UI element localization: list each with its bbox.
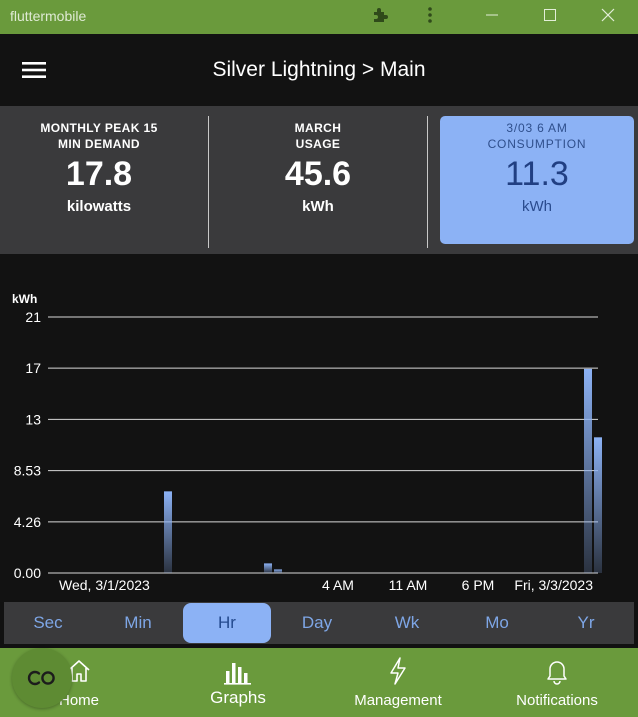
minimize-icon[interactable] (472, 0, 512, 30)
range-tab-min[interactable]: Min (124, 613, 152, 632)
maximize-icon[interactable] (530, 0, 570, 30)
bar-chart-icon (223, 656, 253, 686)
stats-panel: MONTHLY PEAK 15 MIN DEMAND 17.8 kilowatt… (0, 106, 638, 254)
bell-icon (544, 656, 570, 686)
stat-cons-unit: kWh (522, 198, 552, 215)
stat-cons-label-line1: 3/03 6 AM (506, 121, 568, 135)
range-tab-sec[interactable]: Sec (33, 613, 63, 632)
range-tab-hr[interactable]: Hr (183, 603, 271, 643)
stat-peak-label-line1: MONTHLY PEAK 15 (40, 121, 158, 135)
stat-peak-unit: kilowatts (66, 198, 132, 215)
lightning-icon (387, 656, 409, 686)
stat-usage-unit: kWh (302, 198, 334, 215)
nav-home-label: Home (58, 692, 99, 709)
hamburger-icon[interactable] (18, 56, 50, 84)
kebab-icon[interactable] (410, 0, 450, 30)
y-tick-label: 13 (25, 411, 41, 427)
stat-usage-label-line1: MARCH (294, 121, 342, 135)
usage-chart-svg[interactable]: kWh 0.00 4.26 8.53 13 17 21 Wed, 3/1/2023 4 AM 11… (0, 254, 638, 602)
y-tick-label: 17 (25, 360, 41, 376)
nav-notifications-label: Notifications (516, 692, 598, 709)
stat-cons-label: 3/03 6 AM CONSUMPTION (440, 120, 634, 152)
y-tick-label: 4.26 (14, 514, 41, 530)
stat-cons-label-line2: CONSUMPTION (487, 137, 587, 151)
time-range-selector: Sec Min Hr Day Wk Mo Yr (4, 602, 634, 644)
stat-peak-value: 17.8 (65, 155, 133, 193)
chart-bar (264, 563, 272, 573)
stat-peak-label: MONTHLY PEAK 15 MIN DEMAND (6, 120, 192, 152)
x-tick-label: 11 AM (389, 577, 428, 593)
chart-bar (594, 437, 602, 573)
y-tick-label: 8.53 (14, 463, 41, 479)
close-icon[interactable] (588, 0, 628, 30)
co-logo-icon[interactable] (12, 648, 72, 708)
stat-peak-label-line2: MIN DEMAND (58, 137, 140, 151)
nav-graphs[interactable]: Graphs (198, 648, 278, 717)
home-icon (66, 656, 92, 686)
stat-usage-label: MARCH USAGE (224, 120, 412, 152)
stat-usage-value: 45.6 (284, 155, 352, 193)
window-title: fluttermobile (10, 8, 87, 24)
window-title-bar: fluttermobile (0, 0, 638, 34)
page-title: Silver Lightning > Main (212, 58, 426, 81)
stat-cons-value: 11.3 (505, 155, 569, 193)
nav-notifications[interactable]: Notifications (506, 648, 608, 717)
app-bar: Silver Lightning > Main (0, 34, 638, 106)
nav-graphs-label: Graphs (210, 688, 266, 707)
usage-chart[interactable]: kWh 0.00 4.26 8.53 13 17 21 Wed, 3/1/2023 4 AM 11… (0, 254, 638, 602)
x-tick-label: 6 PM (462, 577, 495, 593)
stat-usage-label-line2: USAGE (295, 137, 341, 151)
range-tab-wk[interactable]: Wk (394, 613, 420, 632)
range-tab-yr[interactable]: Yr (577, 613, 595, 632)
x-tick-label: 4 AM (322, 577, 354, 593)
chart-bar (584, 368, 592, 573)
stat-monthly-peak: MONTHLY PEAK 15 MIN DEMAND 17.8 kilowatt… (6, 116, 192, 244)
puzzle-icon[interactable] (360, 0, 400, 30)
y-axis-label: kWh (12, 292, 37, 306)
stat-divider (208, 116, 209, 248)
x-tick-label: Fri, 3/3/2023 (514, 577, 593, 593)
nav-management[interactable]: Management (346, 648, 450, 717)
nav-home[interactable]: Home (42, 648, 116, 717)
x-tick-label: Wed, 3/1/2023 (59, 577, 150, 593)
stat-march-usage: MARCH USAGE 45.6 kWh (224, 116, 412, 244)
chart-bar (274, 569, 282, 573)
bottom-navigation: Home Graphs Management Notifications (0, 648, 638, 717)
y-tick-label: 21 (25, 309, 41, 325)
range-tab-mo[interactable]: Mo (485, 613, 509, 632)
y-tick-label: 0.00 (14, 565, 41, 581)
stat-consumption[interactable]: 3/03 6 AM CONSUMPTION 11.3 kWh (440, 116, 634, 244)
range-tab-day[interactable]: Day (301, 613, 333, 632)
stat-divider (427, 116, 428, 248)
chart-bar (164, 491, 172, 573)
nav-management-label: Management (354, 692, 442, 709)
